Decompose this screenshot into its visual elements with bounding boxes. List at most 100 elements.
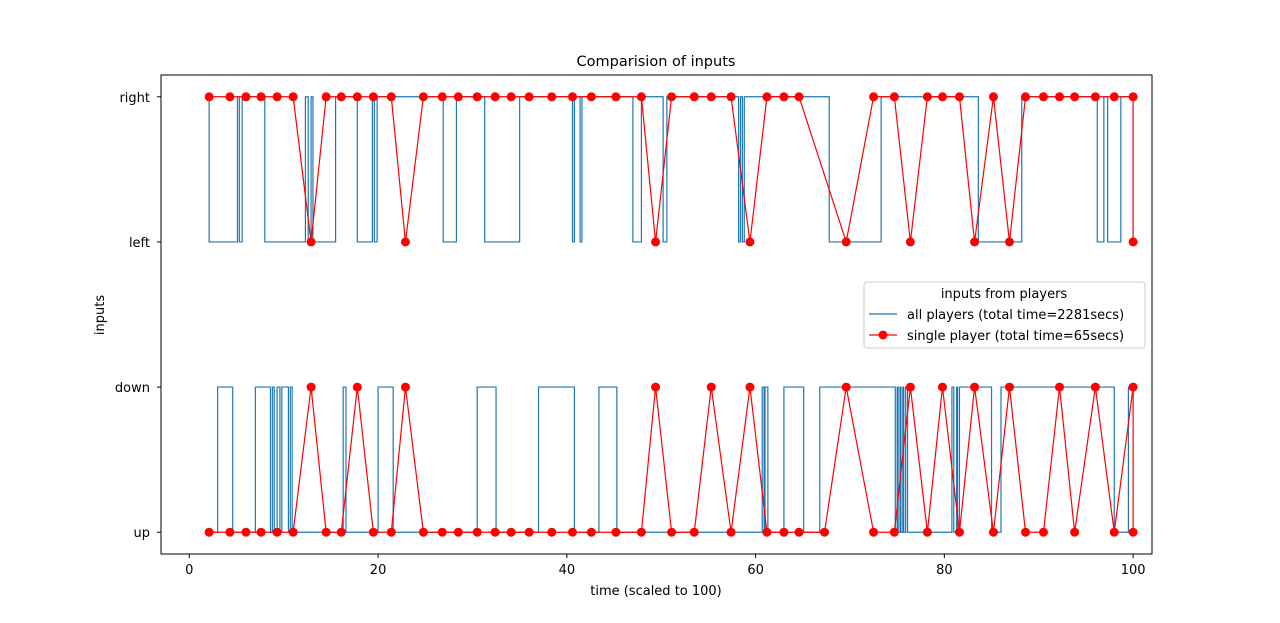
- series-single-player-point: [988, 92, 998, 102]
- series-single-player-point: [905, 237, 915, 247]
- series-single-player-point: [651, 237, 661, 247]
- series-single-player-point: [636, 92, 646, 102]
- series-single-player-point: [472, 527, 482, 537]
- series-single-player-point: [1128, 382, 1138, 392]
- series-single-player-point: [1090, 382, 1100, 392]
- series-single-player-point: [352, 92, 362, 102]
- series-single-player-point: [706, 382, 716, 392]
- series-single-player-point: [841, 237, 851, 247]
- series-single-player-point: [1109, 527, 1119, 537]
- plot-area: [204, 92, 1138, 537]
- series-single-player-point: [970, 237, 980, 247]
- series-single-player-point: [1038, 527, 1048, 537]
- y-tick-label: down: [115, 381, 150, 396]
- series-single-player-point: [779, 527, 789, 537]
- series-single-player-point: [256, 527, 266, 537]
- series-single-player-point: [547, 92, 557, 102]
- series-single-player-point: [256, 92, 266, 102]
- series-all-players-line: [208, 386, 1134, 533]
- series-single-player-point: [437, 527, 447, 537]
- x-tick-label: 80: [936, 563, 953, 578]
- series-single-player-point: [689, 527, 699, 537]
- chart-title: Comparision of inputs: [577, 54, 736, 70]
- series-single-player-point: [1055, 92, 1065, 102]
- series-single-player-point: [586, 92, 596, 102]
- series-single-player-point: [937, 92, 947, 102]
- series-single-player-point: [794, 92, 804, 102]
- series-single-player-point: [820, 527, 829, 537]
- series-single-player-point: [762, 527, 772, 537]
- series-single-player-point: [204, 92, 214, 102]
- y-axis-label: inputs: [93, 295, 108, 335]
- series-single-player-point: [794, 527, 804, 537]
- series-single-player-point: [288, 92, 298, 102]
- series-single-player-point: [288, 527, 298, 537]
- series-single-player-point: [636, 527, 646, 537]
- series-single-player-point: [1128, 92, 1138, 102]
- series-single-player-point: [400, 382, 410, 392]
- series-single-player-point: [1090, 92, 1100, 102]
- series-single-player-point: [726, 527, 736, 537]
- series-single-player-point: [1004, 382, 1014, 392]
- series-single-player-point: [869, 527, 879, 537]
- series-single-player-point: [1021, 527, 1031, 537]
- series-single-player-point: [400, 237, 410, 247]
- series-single-player-point: [869, 92, 879, 102]
- series-single-player-point: [651, 382, 661, 392]
- series-single-player-point: [225, 92, 235, 102]
- series-single-player-point: [272, 527, 282, 537]
- series-single-player-point: [241, 92, 251, 102]
- series-single-player-point: [386, 92, 396, 102]
- y-tick-label: right: [119, 91, 150, 106]
- legend-marker-single-player: [878, 330, 888, 340]
- legend-label-all-players: all players (total time=2281secs): [907, 308, 1124, 323]
- series-single-player-point: [1021, 92, 1031, 102]
- series-single-player-point: [272, 92, 282, 102]
- series-single-player-point: [490, 92, 500, 102]
- series-single-player-point: [667, 527, 677, 537]
- series-single-player-point: [706, 92, 716, 102]
- series-single-player-point: [905, 382, 915, 392]
- series-single-player-point: [524, 92, 534, 102]
- series-single-player-point: [745, 382, 755, 392]
- series-single-player-point: [745, 237, 755, 247]
- series-single-player-point: [667, 92, 677, 102]
- x-axis: 0 20 40 60 80 100: [185, 554, 1146, 578]
- series-single-player-point: [726, 92, 736, 102]
- series-single-player-point: [437, 92, 447, 102]
- series-single-player-point: [506, 527, 516, 537]
- series-single-player-point: [954, 527, 964, 537]
- series-single-player-point: [1070, 92, 1080, 102]
- series-single-player-point: [547, 527, 557, 537]
- series-single-player-point: [336, 527, 346, 537]
- x-tick-label: 40: [559, 563, 576, 578]
- series-single-player-point: [611, 527, 621, 537]
- axes-frame: [160, 74, 1153, 555]
- series-single-player-point: [568, 92, 577, 102]
- series-single-player-point: [586, 527, 596, 537]
- series-single-player-point: [418, 527, 428, 537]
- series-single-player-point: [453, 527, 463, 537]
- series-single-player-point: [762, 92, 772, 102]
- legend: inputs from players all players (total t…: [863, 281, 1146, 349]
- series-single-player-point: [1038, 92, 1048, 102]
- series-single-player-point: [988, 527, 998, 537]
- series-single-player-point: [1109, 92, 1119, 102]
- series-single-player-point: [1070, 527, 1080, 537]
- series-single-player-point: [689, 92, 699, 102]
- legend-title: inputs from players: [941, 287, 1068, 302]
- series-single-player-point: [611, 92, 621, 102]
- series-single-player-point: [472, 92, 482, 102]
- series-single-player-line: [209, 96, 1134, 243]
- series-single-player-point: [241, 527, 251, 537]
- series-single-player-point: [1128, 237, 1138, 247]
- series-single-player-point: [386, 527, 396, 537]
- series-single-player-point: [368, 527, 378, 537]
- series-single-player-point: [306, 237, 316, 247]
- series-single-player-point: [352, 382, 362, 392]
- series-single-player-point: [889, 527, 899, 537]
- legend-label-single-player: single player (total time=65secs): [907, 329, 1124, 344]
- series-single-player-point: [453, 92, 463, 102]
- series-single-player-point: [204, 527, 214, 537]
